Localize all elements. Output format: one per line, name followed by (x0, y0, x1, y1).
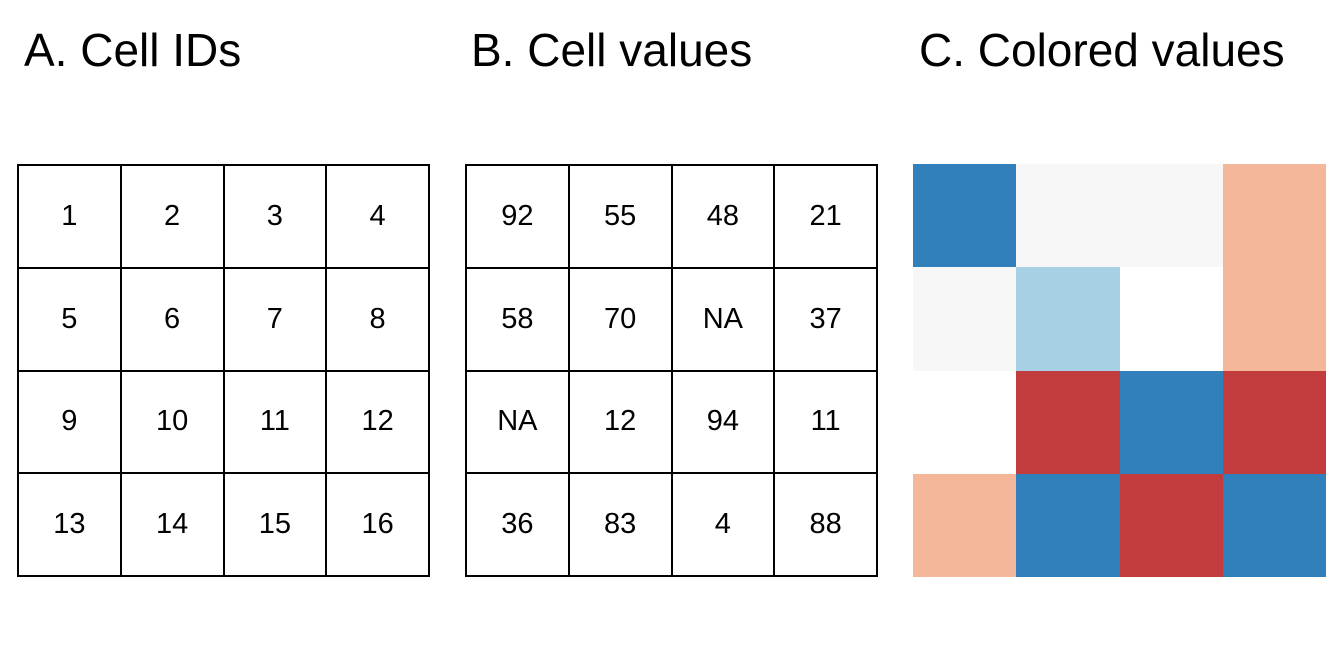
colored-cell (1119, 370, 1223, 474)
colored-cell (1222, 370, 1326, 474)
grid-cell: 13 (19, 474, 122, 577)
panel-c-title: C. Colored values (919, 24, 1285, 76)
colored-cell (1016, 164, 1120, 268)
grid-cell: 2 (121, 166, 225, 269)
grid-cell: NA (467, 371, 570, 475)
colored-cell (1119, 473, 1223, 577)
cell-values-grid: 92 55 48 21 58 70 NA 37 NA 12 94 11 36 8… (465, 164, 878, 577)
colored-cell (913, 370, 1017, 474)
grid-cell: 9 (19, 371, 122, 475)
grid-cell: 15 (224, 474, 328, 577)
grid-cell: 58 (467, 268, 570, 372)
colored-cell (1119, 164, 1223, 268)
colored-cell (1016, 473, 1120, 577)
grid-cell: 6 (121, 268, 225, 372)
grid-cell: 5 (19, 268, 122, 372)
colored-cell (1016, 370, 1120, 474)
grid-cell: 83 (569, 474, 673, 577)
panel-b-title: B. Cell values (471, 24, 753, 76)
grid-cell: 16 (327, 474, 430, 577)
grid-cell: 21 (775, 166, 878, 269)
grid-cell: 12 (327, 371, 430, 475)
grid-cell: 12 (569, 371, 673, 475)
colored-cell (1222, 267, 1326, 371)
colored-cell (1119, 267, 1223, 371)
grid-cell: 4 (327, 166, 430, 269)
panel-a-title: A. Cell IDs (24, 24, 242, 76)
grid-cell: 10 (121, 371, 225, 475)
colored-cell (1222, 473, 1326, 577)
grid-cell: 37 (775, 268, 878, 372)
grid-cell: 11 (775, 371, 878, 475)
colored-cell (913, 164, 1017, 268)
grid-cell: 7 (224, 268, 328, 372)
grid-cell: 48 (672, 166, 776, 269)
grid-cell: 70 (569, 268, 673, 372)
grid-cell: 8 (327, 268, 430, 372)
grid-cell: NA (672, 268, 776, 372)
cell-ids-grid: 1 2 3 4 5 6 7 8 9 10 11 12 13 14 15 16 (17, 164, 430, 577)
grid-cell: 55 (569, 166, 673, 269)
colored-cell (1222, 164, 1326, 268)
grid-cell: 1 (19, 166, 122, 269)
colored-cell (913, 473, 1017, 577)
grid-cell: 94 (672, 371, 776, 475)
grid-cell: 11 (224, 371, 328, 475)
colored-cell (1016, 267, 1120, 371)
grid-cell: 36 (467, 474, 570, 577)
grid-cell: 3 (224, 166, 328, 269)
colored-values-grid (913, 164, 1326, 577)
grid-cell: 14 (121, 474, 225, 577)
colored-cell (913, 267, 1017, 371)
grid-cell: 92 (467, 166, 570, 269)
grid-cell: 4 (672, 474, 776, 577)
grid-cell: 88 (775, 474, 878, 577)
